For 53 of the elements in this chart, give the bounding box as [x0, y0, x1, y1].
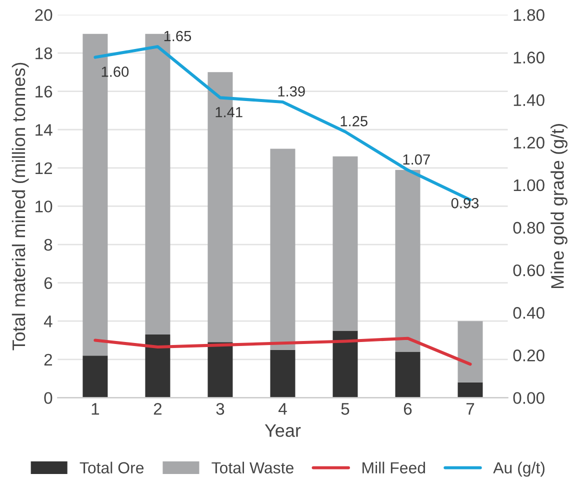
bar [332, 156, 358, 331]
y2-tick-label: 1.40 [514, 94, 544, 106]
y-axis-title: Total material mined (million tonnes) [12, 62, 29, 350]
data-label: 1.65 [164, 30, 192, 42]
y2-tick-label: 1.00 [514, 179, 544, 192]
y-tick-label: 2 [44, 354, 52, 366]
y2-tick-label: 0.40 [513, 307, 544, 319]
bar [82, 356, 108, 398]
line-series [94, 336, 472, 366]
data-label: 1.25 [340, 116, 368, 126]
x-tick-label: 5 [341, 403, 350, 415]
y-tick-label: 6 [44, 277, 52, 290]
data-label: 1.39 [278, 86, 305, 97]
bar [145, 334, 170, 398]
y-tick-label: 14 [36, 124, 52, 136]
y2-tick-label: 1.20 [514, 136, 544, 149]
y-tick-label: 18 [36, 47, 52, 60]
x-tick-label: 1 [92, 403, 100, 415]
x-tick-label: 3 [216, 403, 224, 415]
x-tick-label: 7 [466, 403, 474, 415]
x-axis-title: Year [264, 424, 301, 437]
bar [458, 382, 483, 398]
data-label: 1.60 [102, 66, 129, 77]
bar [270, 148, 296, 350]
y-tick-label: 16 [36, 86, 52, 98]
x-tick-label: 4 [278, 403, 287, 415]
y2-tick-label: 0.60 [513, 264, 544, 276]
y-tick-label: 8 [44, 238, 52, 251]
legend-label: Total Ore [80, 462, 144, 474]
y-tick-label: 4 [44, 316, 52, 328]
y2-tick-label: 0.80 [513, 222, 544, 234]
x-tick-label: 6 [404, 403, 412, 415]
y-tick-label: 0 [44, 392, 52, 404]
y-tick-label: 10 [36, 200, 52, 212]
bar [395, 170, 420, 352]
y-tick-label: 20 [35, 9, 52, 21]
bar [395, 352, 420, 398]
y2-axis-title: Mine gold grade (g/t) [550, 124, 568, 288]
legend-label: Mill Feed [362, 462, 425, 474]
y2-tick-label: 1.60 [514, 52, 544, 64]
bar [332, 330, 358, 398]
y2-tick-label: 1.80 [514, 9, 544, 21]
y2-tick-label: 0.20 [513, 350, 544, 362]
data-label: 0.93 [451, 198, 479, 208]
legend-label: Total Waste [212, 462, 294, 474]
y2-tick-label: 0.00 [513, 392, 544, 404]
data-label: 1.07 [403, 154, 430, 165]
bar [270, 350, 296, 398]
bar [458, 321, 483, 382]
y-tick-label: 12 [36, 162, 52, 174]
legend-label: Au (g/t) [493, 462, 544, 477]
x-tick-label: 2 [154, 403, 162, 415]
bar [208, 342, 233, 398]
